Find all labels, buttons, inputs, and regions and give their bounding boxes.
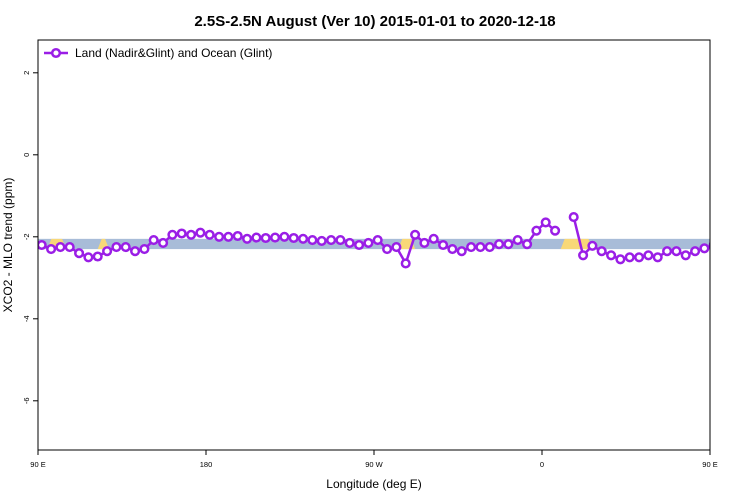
data-point — [242, 233, 253, 244]
data-point — [316, 235, 327, 246]
data-point — [428, 233, 439, 244]
data-point — [596, 246, 607, 257]
data-point — [298, 233, 309, 244]
x-axis-label: Longitude (deg E) — [326, 477, 421, 491]
data-point — [232, 230, 243, 242]
data-point — [438, 239, 449, 251]
data-point — [92, 251, 103, 262]
data-point — [540, 217, 551, 228]
data-point — [195, 227, 206, 238]
data-point — [279, 231, 290, 242]
data-point — [512, 235, 523, 246]
data-point — [671, 246, 682, 257]
data-point — [139, 244, 150, 255]
data-point — [363, 237, 374, 248]
data-point — [662, 246, 673, 257]
data-point — [634, 252, 645, 263]
data-point — [729, 243, 737, 251]
data-point — [719, 245, 727, 253]
data-point — [130, 246, 141, 257]
data-point — [615, 254, 626, 265]
data-point — [503, 239, 514, 250]
data-point — [372, 235, 383, 246]
data-point — [102, 246, 113, 257]
data-point — [447, 244, 458, 255]
data-point — [522, 239, 533, 250]
data-point — [270, 232, 281, 243]
data-point — [484, 242, 495, 253]
data-point — [410, 229, 421, 240]
ocean-band — [38, 238, 710, 250]
data-point — [606, 250, 617, 261]
data-point — [74, 248, 85, 259]
data-point — [400, 258, 411, 269]
y-tick-label: -6 — [22, 397, 31, 404]
data-point — [680, 250, 691, 261]
data-point — [176, 228, 187, 239]
data-point — [167, 229, 178, 240]
data-point — [550, 225, 561, 236]
data-point — [652, 252, 663, 263]
x-tick-label: 90 W — [365, 460, 383, 469]
data-point — [456, 246, 467, 257]
chart-title: 2.5S-2.5N August (Ver 10) 2015-01-01 to … — [194, 13, 555, 30]
data-point — [120, 242, 131, 253]
data-point — [391, 242, 402, 253]
data-point — [708, 241, 710, 249]
data-point — [335, 235, 346, 246]
y-axis-label: XCO2 - MLO trend (ppm) — [1, 178, 15, 313]
plot-area — [38, 212, 746, 269]
data-point — [738, 243, 746, 251]
data-point — [204, 229, 215, 240]
data-point — [643, 250, 654, 261]
data-point — [354, 239, 365, 251]
data-point — [568, 212, 579, 223]
legend-entry-label: Land (Nadir&Glint) and Ocean (Glint) — [75, 46, 272, 60]
data-point — [531, 225, 542, 236]
plot-content — [38, 212, 746, 269]
data-point — [260, 232, 271, 244]
data-point — [578, 250, 589, 261]
data-point — [624, 252, 635, 263]
data-point — [38, 239, 47, 251]
y-tick-label: 2 — [22, 71, 31, 75]
data-point — [307, 235, 318, 246]
data-point — [55, 242, 66, 253]
data-point — [288, 232, 299, 244]
data-point — [223, 231, 234, 242]
data-point — [494, 239, 505, 250]
legend-marker-swatch — [50, 47, 62, 59]
data-point — [419, 237, 430, 248]
x-tick-label: 0 — [540, 460, 544, 469]
y-axis: 2 0 -2 -4 -6 — [22, 71, 38, 404]
data-point — [186, 229, 197, 240]
data-point — [475, 242, 486, 253]
x-axis: 90 E 180 90 W 0 90 E — [30, 450, 718, 469]
data-point — [326, 235, 337, 246]
x-tick-label: 90 E — [702, 460, 717, 469]
data-point — [111, 242, 122, 253]
data-point — [46, 244, 57, 255]
data-point — [158, 237, 169, 248]
y-tick-label: 0 — [22, 153, 31, 157]
data-point — [214, 231, 225, 242]
data-point — [690, 246, 701, 257]
data-point — [148, 235, 159, 246]
data-point — [466, 242, 477, 253]
y-tick-label: -2 — [22, 233, 31, 240]
data-point — [699, 243, 710, 254]
data-point — [344, 237, 355, 248]
x-tick-label: 180 — [200, 460, 213, 469]
x-tick-label: 90 E — [30, 460, 45, 469]
land-band-segment — [721, 239, 738, 249]
data-point — [251, 232, 262, 243]
data-point — [587, 240, 598, 251]
data-point — [382, 244, 393, 255]
data-point — [83, 252, 94, 263]
y-tick-label: -4 — [22, 315, 31, 322]
land-band-segment — [560, 238, 593, 250]
data-point — [64, 242, 75, 253]
legend: Land (Nadir&Glint) and Ocean (Glint) — [44, 46, 272, 60]
